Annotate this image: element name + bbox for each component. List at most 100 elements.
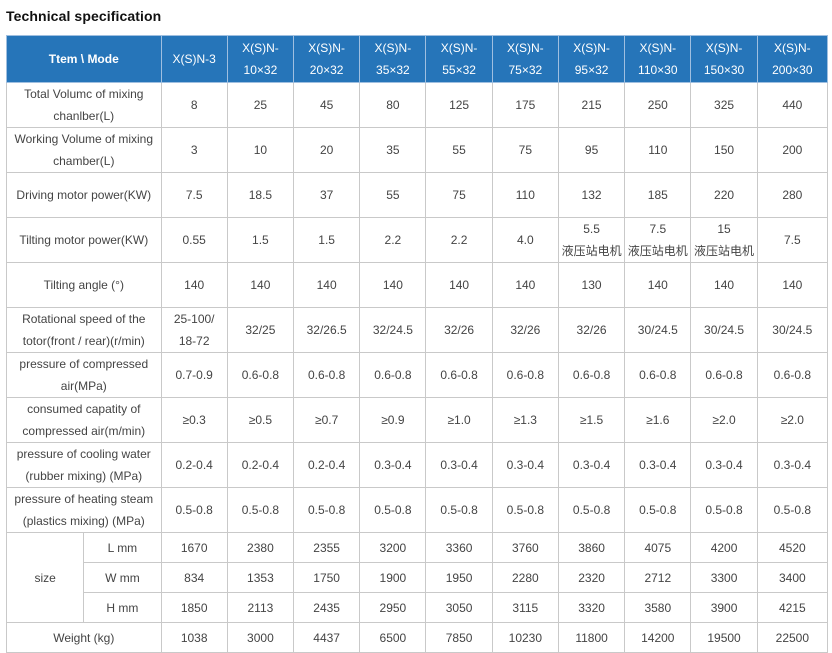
table-row: Total Volumc of mixing chanlber(L) 8 25 45 80…	[6, 82, 829, 128]
model-header: X(S)N-3	[160, 35, 228, 83]
table-cell: 1900	[359, 562, 427, 593]
cell-line: 液压站电机	[694, 244, 755, 258]
table-cell: 440	[756, 82, 829, 128]
table-cell: 7.5	[756, 217, 829, 263]
cell-line: 140	[515, 278, 536, 292]
table-cell: 55	[359, 172, 427, 218]
cell-line: 0.6-0.8	[773, 368, 811, 382]
table-cell: 32/26	[491, 307, 559, 353]
cell-line: 2.2	[384, 233, 402, 247]
table-cell: 32/24.5	[359, 307, 427, 353]
cell-line: 0.5-0.8	[705, 503, 743, 517]
header-row: Ttem \ Mode X(S)N-3 X(S)N- 10×32 X(S)N- 20×3…	[6, 35, 829, 83]
row-label: Rotational speed of the totor(front / rea…	[6, 307, 162, 353]
model-size: 110×30	[638, 63, 678, 77]
table-cell: 215	[557, 82, 626, 128]
table-cell: 140	[756, 262, 829, 308]
cell-line: 80	[386, 98, 400, 112]
table-cell: 1950	[425, 562, 493, 593]
table-cell: ≥0.7	[293, 397, 361, 443]
cell-line: 125	[449, 98, 470, 112]
table-cell: 2355	[293, 532, 361, 563]
cell-line: 液压站电机	[561, 244, 622, 258]
model-name: X(S)N-3	[172, 52, 216, 66]
model-size: 55×32	[442, 63, 476, 77]
cell-line: 0.6-0.8	[307, 368, 346, 382]
cell-line: 7.5	[185, 188, 203, 202]
cell-line: 110	[648, 143, 668, 157]
table-cell: 3400	[756, 562, 829, 593]
table-cell: 1850	[160, 592, 228, 623]
cell-line: 32/26	[576, 323, 607, 337]
cell-line: 175	[515, 98, 536, 112]
cell-line: ≥0.5	[248, 413, 273, 427]
table-cell: 2.2	[359, 217, 427, 263]
cell-line: 0.2-0.4	[241, 458, 280, 472]
table-cell: ≥1.3	[491, 397, 559, 443]
cell-line: ≥1.6	[646, 413, 670, 427]
table-cell: 25	[226, 82, 295, 128]
table-row: Rotational speed of the totor(front / rea…	[6, 307, 829, 353]
table-cell: ≥0.9	[359, 397, 427, 443]
model-size: 95×32	[574, 63, 609, 77]
table-cell: 140	[690, 262, 758, 308]
model-size: 75×32	[508, 63, 543, 77]
size-sub-label: W mm	[83, 562, 162, 593]
table-cell: ≥1.0	[425, 397, 493, 443]
table-cell: ≥0.3	[160, 397, 228, 443]
table-cell: 125	[425, 82, 493, 128]
table-cell: 0.2-0.4	[226, 442, 295, 488]
table-cell: 140	[226, 262, 295, 308]
cell-line: 0.5-0.8	[241, 503, 280, 517]
row-label-line: chanlber(L)	[53, 109, 115, 123]
cell-line: 0.5-0.8	[175, 503, 213, 517]
table-cell: 25-100/18-72	[160, 307, 228, 353]
weight-label: Weight (kg)	[6, 622, 162, 653]
cell-line: 220	[714, 188, 735, 202]
cell-line: 1.5	[252, 233, 269, 247]
model-size: 10×32	[243, 63, 278, 77]
cell-line: 7.5	[649, 222, 667, 236]
table-cell: 0.5-0.8	[226, 487, 295, 533]
table-cell: 15 液压站电机	[690, 217, 758, 263]
cell-line: 0.6-0.8	[506, 368, 545, 382]
cell-line: 55	[452, 143, 466, 157]
row-label-line: Driving motor power(KW)	[16, 188, 152, 202]
table-cell: 140	[293, 262, 361, 308]
row-label: Working Volume of mixing chamber(L)	[6, 127, 162, 173]
cell-line: 110	[515, 188, 535, 202]
table-cell: 140	[491, 262, 559, 308]
table-cell: 0.5-0.8	[690, 487, 758, 533]
table-cell: 140	[425, 262, 493, 308]
table-cell: 2712	[624, 562, 692, 593]
cell-line: ≥0.7	[314, 413, 339, 427]
cell-line: 15	[717, 222, 731, 236]
cell-line: 0.3-0.4	[705, 458, 743, 472]
row-label: pressure of compressed air(MPa)	[6, 352, 162, 398]
cell-line: 250	[647, 98, 668, 112]
table-cell: 3200	[359, 532, 427, 563]
table-cell: 0.5-0.8	[160, 487, 228, 533]
table-cell: 2.2	[425, 217, 493, 263]
size-label: size	[5, 532, 85, 623]
model-name: X(S)N-	[374, 41, 412, 55]
model-name: X(S)N-	[507, 41, 544, 55]
table-cell: 2435	[293, 592, 361, 623]
table-cell: 200	[756, 127, 829, 173]
cell-line: 0.5-0.8	[773, 503, 811, 517]
model-header: X(S)N- 200×30	[756, 35, 829, 83]
cell-line: 30/24.5	[772, 323, 813, 337]
table-cell: 140	[359, 262, 427, 308]
model-header: X(S)N- 75×32	[491, 35, 559, 83]
cell-line: 32/26	[510, 323, 541, 337]
cell-line: 325	[714, 98, 735, 112]
table-cell: 32/26.5	[293, 307, 361, 353]
table-cell: 0.2-0.4	[293, 442, 361, 488]
table-cell: 11800	[557, 622, 626, 653]
table-cell: 95	[557, 127, 626, 173]
table-cell: 0.6-0.8	[690, 352, 758, 398]
cell-line: 140	[250, 278, 271, 292]
model-header: X(S)N- 55×32	[425, 35, 493, 83]
table-cell: 3860	[557, 532, 626, 563]
size-sub-label: H mm	[83, 592, 162, 623]
